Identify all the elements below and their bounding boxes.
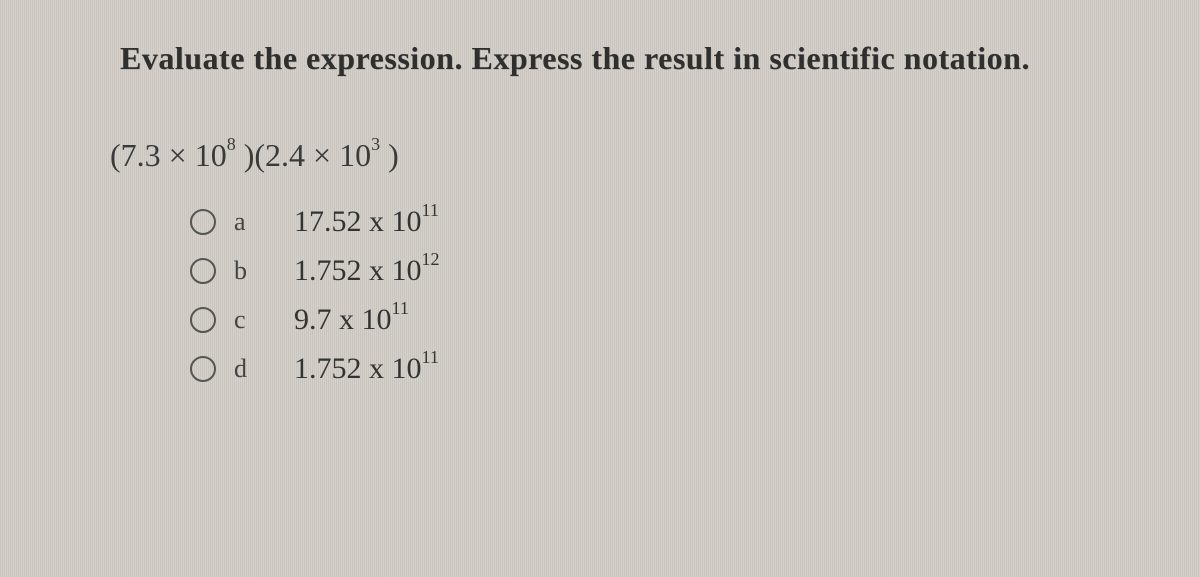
option-value-c: 9.7 x 1011: [294, 302, 409, 337]
expr-right-base: 10: [339, 137, 371, 173]
option-row-d[interactable]: d 1.752 x 1011: [190, 351, 1130, 386]
opt-a-coef: 17.52: [294, 205, 362, 238]
option-value-b: 1.752 x 1012: [294, 253, 440, 288]
radio-c[interactable]: [190, 307, 216, 333]
expr-right-exp: 3: [371, 134, 380, 154]
opt-d-exp: 11: [422, 347, 439, 367]
opt-a-times: x: [369, 205, 384, 238]
expr-left-exp: 8: [227, 134, 236, 154]
opt-c-times: x: [339, 303, 354, 336]
expr-left-coef: 7.3: [121, 137, 161, 173]
expr-times-2: ×: [313, 137, 331, 173]
option-label-d: d: [234, 354, 294, 384]
option-row-c[interactable]: c 9.7 x 1011: [190, 302, 1130, 337]
opt-c-base: 10: [362, 303, 392, 336]
option-label-c: c: [234, 305, 294, 335]
opt-c-coef: 9.7: [294, 303, 332, 336]
opt-b-base: 10: [392, 254, 422, 287]
radio-b[interactable]: [190, 258, 216, 284]
question-container: Evaluate the expression. Express the res…: [0, 0, 1200, 430]
opt-b-coef: 1.752: [294, 254, 362, 287]
expr-right-coef: 2.4: [265, 137, 305, 173]
expr-left-base: 10: [195, 137, 227, 173]
option-value-d: 1.752 x 1011: [294, 351, 439, 386]
option-label-a: a: [234, 207, 294, 237]
radio-d[interactable]: [190, 356, 216, 382]
option-label-b: b: [234, 256, 294, 286]
opt-c-exp: 11: [392, 298, 409, 318]
opt-d-times: x: [369, 352, 384, 385]
radio-a[interactable]: [190, 209, 216, 235]
opt-b-exp: 12: [422, 249, 440, 269]
option-row-b[interactable]: b 1.752 x 1012: [190, 253, 1130, 288]
question-prompt: Evaluate the expression. Express the res…: [120, 40, 1130, 77]
option-value-a: 17.52 x 1011: [294, 204, 439, 239]
opt-d-coef: 1.752: [294, 352, 362, 385]
opt-a-exp: 11: [422, 200, 439, 220]
option-row-a[interactable]: a 17.52 x 1011: [190, 204, 1130, 239]
expr-times-1: ×: [169, 137, 187, 173]
question-expression: (7.3 × 108 )(2.4 × 103 ): [110, 137, 1130, 174]
opt-b-times: x: [369, 254, 384, 287]
options-list: a 17.52 x 1011 b 1.752 x 1012 c 9.7 x 10…: [190, 204, 1130, 386]
opt-a-base: 10: [392, 205, 422, 238]
opt-d-base: 10: [392, 352, 422, 385]
